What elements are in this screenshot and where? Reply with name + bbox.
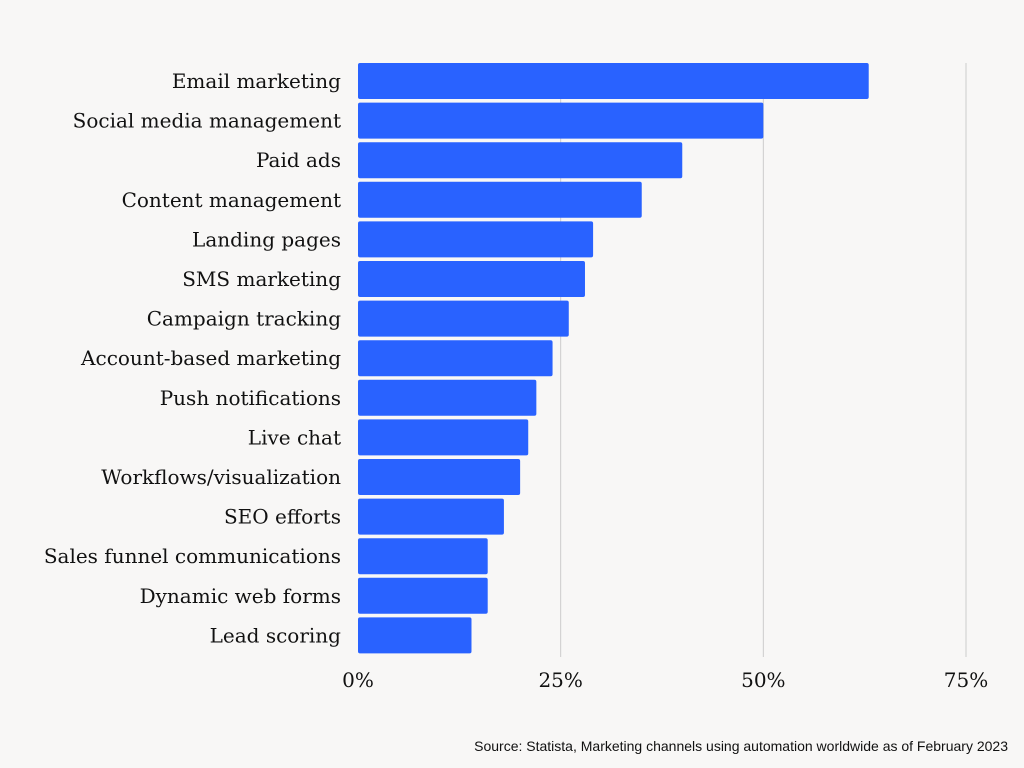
bar-4: [358, 221, 594, 258]
source-note: Source: Statista, Marketing channels usi…: [474, 738, 1008, 754]
category-label-4: Landing pages: [192, 227, 341, 251]
category-label-14: Lead scoring: [210, 623, 342, 647]
bars: [358, 63, 869, 654]
bar-3: [358, 181, 642, 218]
bar-9: [358, 419, 529, 456]
tick-label-50: 50%: [741, 668, 785, 692]
category-label-10: Workflows/visualization: [101, 465, 341, 489]
bar-12: [358, 538, 488, 575]
tick-label-25: 25%: [538, 668, 582, 692]
category-label-5: SMS marketing: [182, 267, 341, 291]
category-label-11: SEO efforts: [224, 505, 341, 529]
category-label-13: Dynamic web forms: [140, 584, 341, 608]
category-label-7: Account-based marketing: [80, 346, 341, 370]
bar-5: [358, 261, 585, 297]
category-label-9: Live chat: [248, 425, 341, 449]
x-axis-ticks: 0% 25% 50% 75%: [342, 668, 988, 692]
category-label-2: Paid ads: [256, 148, 341, 172]
category-label-6: Campaign tracking: [147, 307, 341, 331]
bar-2: [358, 142, 683, 179]
bar-0: [358, 63, 869, 99]
category-labels: Email marketing Social media management Pa…: [44, 69, 341, 647]
category-label-3: Content management: [122, 188, 341, 212]
bar-8: [358, 379, 537, 416]
category-label-0: Email marketing: [172, 69, 341, 93]
category-label-12: Sales funnel communications: [44, 544, 341, 568]
tick-label-0: 0%: [342, 668, 374, 692]
bar-11: [358, 498, 504, 535]
bar-6: [358, 300, 569, 337]
category-label-1: Social media management: [73, 109, 341, 133]
category-label-8: Push notifications: [160, 386, 341, 410]
bar-10: [358, 459, 521, 495]
bar-13: [358, 577, 488, 614]
bar-1: [358, 102, 764, 139]
tick-label-75: 75%: [944, 668, 988, 692]
bar-7: [358, 340, 553, 377]
bar-14: [358, 617, 472, 654]
